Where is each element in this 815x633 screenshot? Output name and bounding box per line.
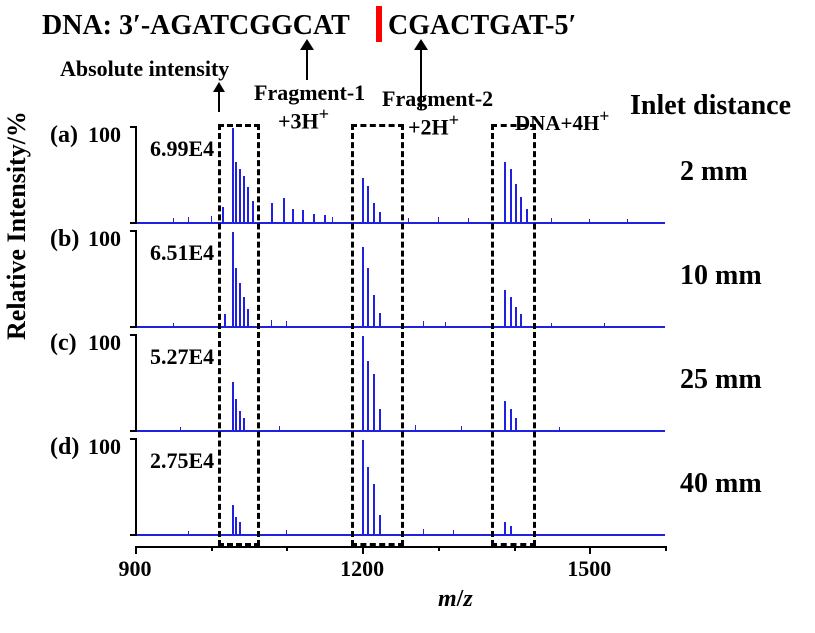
peak (271, 203, 273, 222)
noise-peak (415, 425, 416, 430)
noise-peak (423, 529, 424, 534)
xtick-minor (514, 546, 516, 551)
noise-peak (453, 530, 454, 534)
noise-peak (286, 321, 287, 326)
ytick (130, 438, 135, 440)
panel-letter: (a) (50, 122, 78, 149)
figure-root: { "dna": { "left": "DNA: 3′-AGATCGGCAT",… (0, 0, 815, 633)
noise-peak (408, 218, 409, 222)
x-axis: 90012001500 (135, 546, 665, 576)
xtick-major (589, 546, 591, 554)
peak (313, 214, 315, 222)
noise-peak (445, 322, 446, 326)
ytick (130, 534, 135, 536)
ytick (130, 230, 135, 232)
noise-peak (438, 217, 439, 222)
peak (324, 215, 326, 222)
noise-peak (211, 216, 212, 222)
noise-peak (188, 217, 189, 222)
fragment1-arrow (306, 50, 308, 80)
ytick-100: 100 (88, 330, 121, 356)
noise-peak (423, 321, 424, 326)
x-axis-title: m/z (438, 586, 473, 613)
noise-peak (604, 323, 605, 326)
ytick (130, 222, 135, 224)
y-axis-line (135, 230, 137, 328)
inlet-distance-value: 2 mm (680, 156, 748, 188)
noise-peak (332, 217, 333, 222)
xtick-minor (286, 546, 288, 551)
noise-peak (559, 427, 560, 430)
abs-intensity-value: 6.99E4 (150, 136, 214, 162)
noise-peak (180, 427, 181, 430)
plus-sup: + (319, 104, 329, 124)
xtick-minor (665, 546, 667, 551)
y-axis-line (135, 126, 137, 224)
noise-peak (188, 531, 189, 534)
xtick-label: 1200 (340, 556, 384, 582)
abs-intensity-value: 2.75E4 (150, 448, 214, 474)
panel-letter: (c) (50, 330, 77, 357)
xtick-minor (438, 546, 440, 551)
annotation-box-dna (491, 124, 536, 546)
noise-peak (551, 323, 552, 326)
noise-peak (461, 426, 462, 430)
noise-peak (271, 320, 272, 326)
dna-right: CGACTGAT-5′ (388, 10, 576, 42)
xtick-minor (211, 546, 213, 551)
plus-sup: + (599, 106, 609, 126)
annotation-box-f1 (218, 124, 260, 546)
noise-peak (627, 219, 628, 222)
xtick-label: 1500 (567, 556, 611, 582)
noise-peak (286, 530, 287, 534)
abs-int-arrow-head (213, 82, 225, 92)
y-axis-line (135, 334, 137, 432)
xaxis-m: m (438, 586, 457, 612)
ytick-100: 100 (88, 122, 121, 148)
y-axis-title: Relative Intensity/% (2, 111, 32, 340)
dna-left: DNA: 3′-AGATCGGCAT (42, 10, 350, 42)
xtick-label: 900 (119, 556, 152, 582)
inlet-distance-value: 10 mm (680, 260, 762, 292)
noise-peak (589, 219, 590, 222)
peak (302, 210, 304, 222)
ytick-100: 100 (88, 434, 121, 460)
ytick (130, 334, 135, 336)
noise-peak (279, 426, 280, 430)
abs-intensity-value: 6.51E4 (150, 240, 214, 266)
panel-letter: (d) (50, 434, 79, 461)
noise-peak (173, 323, 174, 326)
noise-peak (173, 218, 174, 222)
ytick (130, 126, 135, 128)
xtick-major (362, 546, 364, 554)
inlet-distance-value: 25 mm (680, 364, 762, 396)
inlet-distance-label: Inlet distance (630, 90, 791, 122)
abs-intensity-value: 5.27E4 (150, 344, 214, 370)
xtick-major (135, 546, 137, 554)
x-axis-line (135, 546, 665, 548)
peak (283, 198, 285, 222)
annotation-box-f2 (351, 124, 404, 546)
dna-cut-bar (376, 6, 382, 42)
ytick (130, 430, 135, 432)
noise-peak (468, 218, 469, 222)
noise-peak (551, 218, 552, 222)
xaxis-z: z (463, 586, 472, 612)
inlet-distance-value: 40 mm (680, 468, 762, 500)
abs-int-label: Absolute intensity (60, 56, 229, 82)
fragment1-label: Fragment-1 (254, 80, 365, 106)
y-axis-line (135, 438, 137, 536)
peak (292, 209, 294, 222)
abs-int-arrow (218, 92, 220, 112)
ytick (130, 326, 135, 328)
ytick-100: 100 (88, 226, 121, 252)
panel-letter: (b) (50, 226, 79, 253)
fragment2-label: Fragment-2 (382, 86, 493, 112)
